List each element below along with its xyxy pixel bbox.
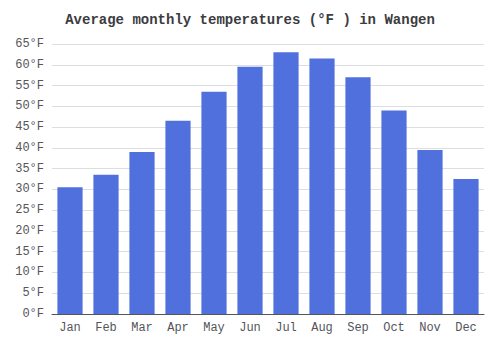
svg-text:45°F: 45°F — [15, 120, 44, 134]
svg-text:Apr: Apr — [167, 321, 189, 335]
svg-text:Sep: Sep — [347, 321, 369, 335]
svg-text:0°F: 0°F — [22, 307, 44, 321]
svg-text:Oct: Oct — [383, 321, 405, 335]
svg-text:25°F: 25°F — [15, 203, 44, 217]
svg-text:40°F: 40°F — [15, 141, 44, 155]
svg-text:Jun: Jun — [239, 321, 261, 335]
svg-text:May: May — [203, 321, 225, 335]
svg-text:50°F: 50°F — [15, 99, 44, 113]
svg-text:55°F: 55°F — [15, 79, 44, 93]
svg-text:5°F: 5°F — [22, 286, 44, 300]
svg-text:Aug: Aug — [311, 321, 333, 335]
svg-text:Nov: Nov — [419, 321, 441, 335]
svg-text:Dec: Dec — [455, 321, 477, 335]
svg-text:15°F: 15°F — [15, 245, 44, 259]
svg-text:30°F: 30°F — [15, 182, 44, 196]
svg-text:35°F: 35°F — [15, 162, 44, 176]
svg-text:10°F: 10°F — [15, 265, 44, 279]
svg-text:Jan: Jan — [59, 321, 81, 335]
svg-text:60°F: 60°F — [15, 58, 44, 72]
svg-text:Average monthly temperatures (: Average monthly temperatures (°F ) in Wa… — [65, 12, 435, 28]
svg-text:Feb: Feb — [95, 321, 117, 335]
svg-text:65°F: 65°F — [15, 37, 44, 51]
svg-text:20°F: 20°F — [15, 224, 44, 238]
svg-text:Jul: Jul — [275, 321, 297, 335]
svg-text:Mar: Mar — [131, 321, 153, 335]
